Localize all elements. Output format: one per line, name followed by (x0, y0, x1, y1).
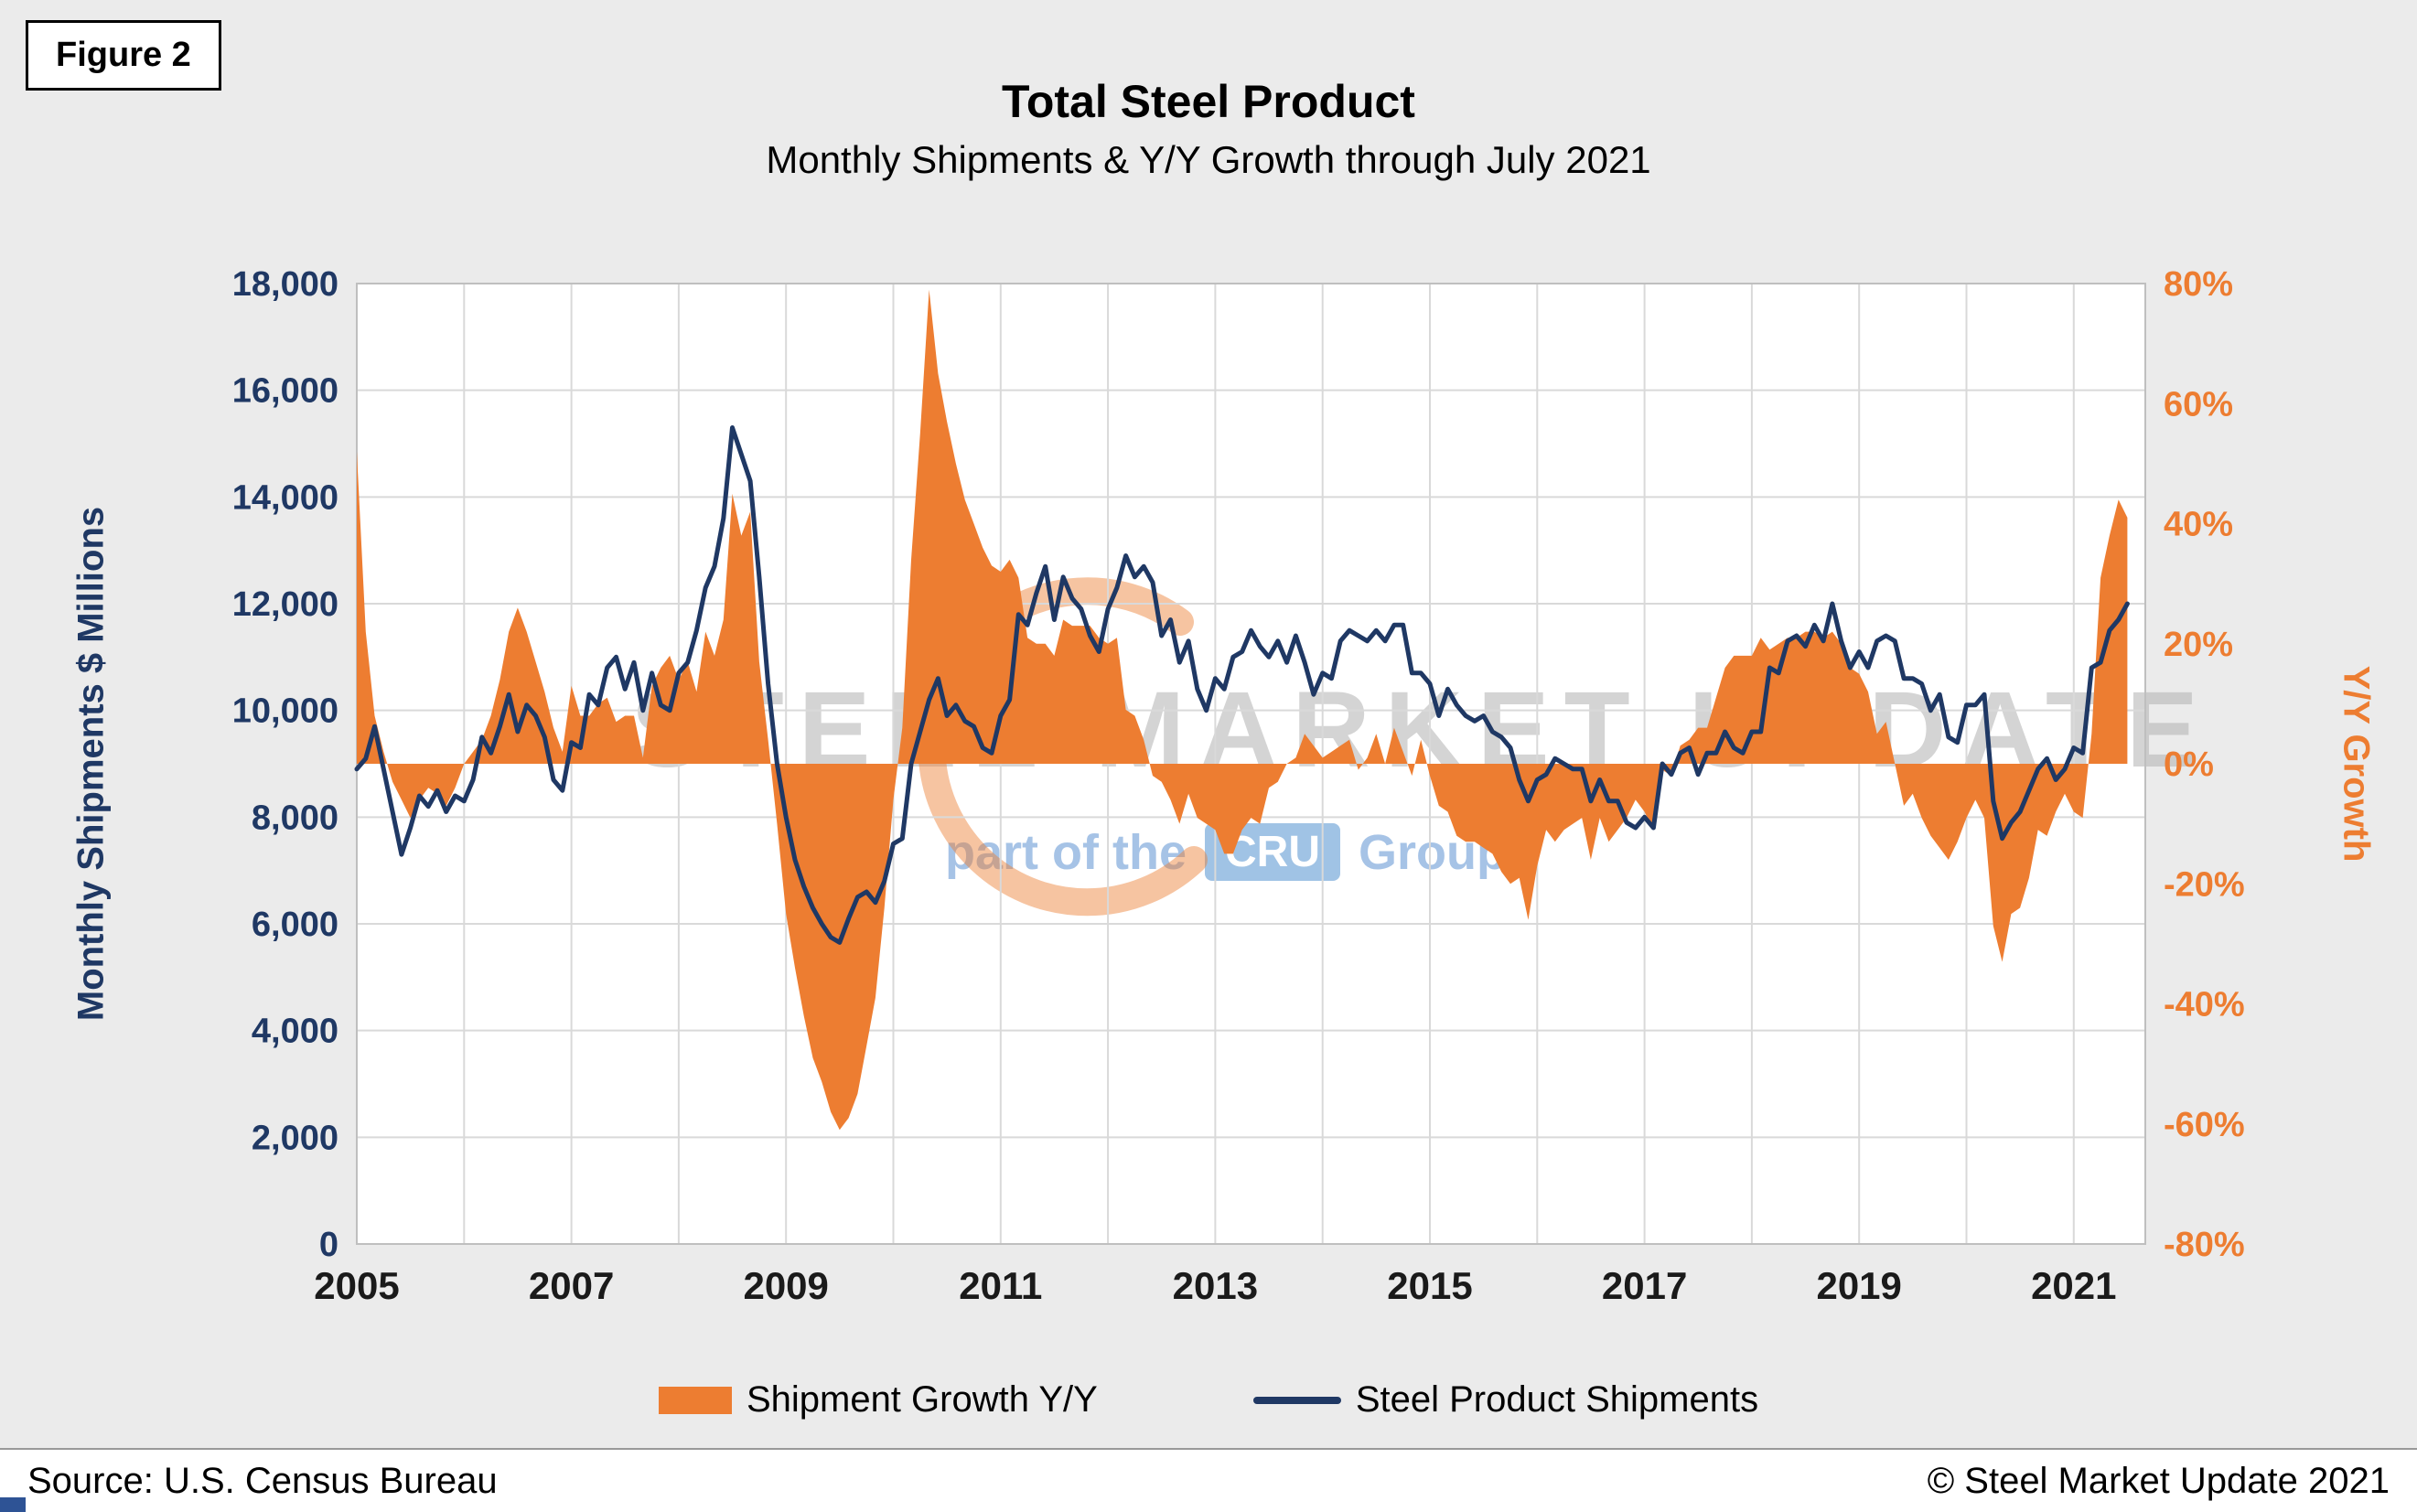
svg-text:60%: 60% (2164, 385, 2233, 424)
y-axis-title-right: Y/Y Growth (2336, 665, 2377, 863)
source-text: Source: U.S. Census Bureau (27, 1460, 498, 1501)
legend-label-growth: Shipment Growth Y/Y (746, 1379, 1098, 1420)
legend-label-shipments: Steel Product Shipments (1355, 1379, 1759, 1420)
svg-text:-60%: -60% (2164, 1106, 2245, 1144)
svg-text:20%: 20% (2164, 626, 2233, 664)
svg-text:80%: 80% (2164, 265, 2233, 304)
plot-background (357, 284, 2145, 1244)
svg-text:2021: 2021 (2031, 1264, 2116, 1307)
svg-text:-80%: -80% (2164, 1226, 2245, 1264)
svg-text:16,000: 16,000 (232, 372, 338, 411)
svg-text:40%: 40% (2164, 506, 2233, 544)
svg-text:10,000: 10,000 (232, 692, 338, 731)
svg-text:12,000: 12,000 (232, 585, 338, 624)
y-axis-title-left: Monthly Shipments $ Millions (70, 506, 112, 1022)
figure-label: Figure 2 (26, 20, 221, 91)
svg-text:2011: 2011 (959, 1264, 1042, 1307)
legend-item-growth: Shipment Growth Y/Y (658, 1379, 1098, 1421)
copyright-text: © Steel Market Update 2021 (1927, 1460, 2390, 1501)
svg-text:0%: 0% (2164, 745, 2214, 784)
svg-text:2005: 2005 (314, 1264, 399, 1307)
chart-header: Total Steel Product Monthly Shipments & … (0, 73, 2417, 184)
svg-text:14,000: 14,000 (232, 478, 338, 517)
svg-text:2017: 2017 (1602, 1264, 1687, 1307)
legend-swatch-growth (658, 1386, 732, 1414)
svg-text:6,000: 6,000 (252, 906, 338, 944)
svg-text:2007: 2007 (529, 1264, 614, 1307)
legend-item-shipments: Steel Product Shipments (1252, 1379, 1759, 1421)
svg-text:-20%: -20% (2164, 865, 2245, 904)
corner-accent (0, 1497, 26, 1512)
chart-subtitle: Monthly Shipments & Y/Y Growth through J… (766, 137, 1651, 181)
legend-swatch-shipments (1252, 1396, 1341, 1404)
svg-text:8,000: 8,000 (252, 799, 338, 837)
svg-text:-40%: -40% (2164, 986, 2245, 1024)
svg-text:2019: 2019 (1816, 1264, 1901, 1307)
svg-text:2013: 2013 (1173, 1264, 1258, 1307)
svg-text:2009: 2009 (743, 1264, 828, 1307)
svg-text:0: 0 (319, 1226, 338, 1264)
svg-text:18,000: 18,000 (232, 265, 338, 304)
chart-title: Total Steel Product (1002, 76, 1415, 127)
svg-text:2,000: 2,000 (252, 1119, 338, 1157)
footer: Source: U.S. Census Bureau © Steel Marke… (0, 1448, 2417, 1512)
svg-text:2015: 2015 (1387, 1264, 1472, 1307)
legend: Shipment Growth Y/Y Steel Product Shipme… (0, 1379, 2417, 1421)
svg-text:4,000: 4,000 (252, 1013, 338, 1051)
